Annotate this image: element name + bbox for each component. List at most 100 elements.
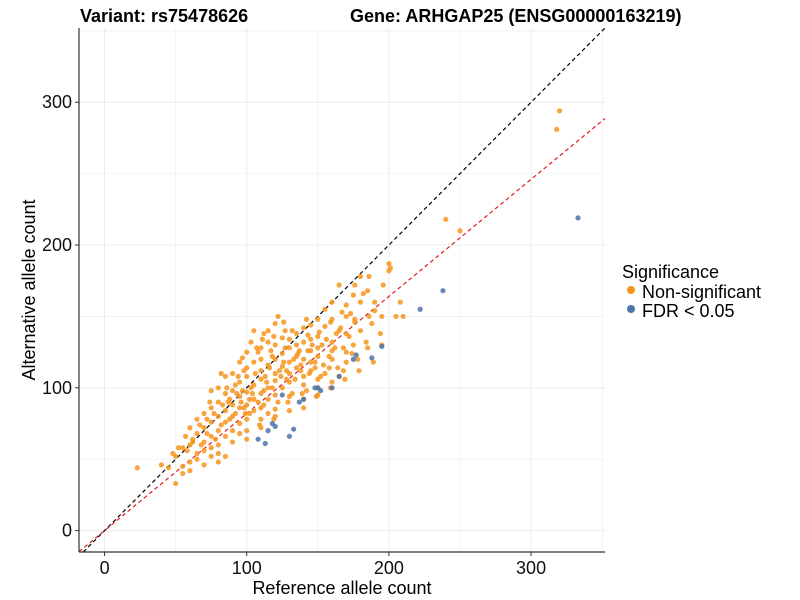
point-non-significant xyxy=(170,450,176,457)
point-non-significant xyxy=(301,382,307,388)
point-non-significant xyxy=(261,330,267,337)
point-non-significant xyxy=(335,365,341,371)
point-non-significant xyxy=(283,368,290,374)
y-tick-label: 200 xyxy=(42,235,72,255)
point-non-significant xyxy=(346,333,352,340)
point-fdr xyxy=(279,392,285,398)
point-non-significant xyxy=(251,328,257,334)
point-non-significant xyxy=(244,389,250,395)
point-non-significant xyxy=(215,450,221,457)
point-non-significant xyxy=(363,339,369,345)
point-non-significant xyxy=(269,385,275,391)
point-non-significant xyxy=(337,325,344,331)
point-non-significant xyxy=(282,328,288,334)
point-non-significant xyxy=(272,392,278,398)
point-non-significant xyxy=(222,408,229,414)
point-non-significant xyxy=(239,355,246,361)
point-non-significant xyxy=(232,410,238,417)
point-non-significant xyxy=(347,310,354,317)
point-non-significant xyxy=(357,299,364,305)
point-non-significant xyxy=(208,405,214,411)
point-non-significant xyxy=(357,328,364,334)
reference-line-fit xyxy=(78,118,606,553)
point-non-significant xyxy=(364,345,371,351)
point-non-significant xyxy=(255,399,261,405)
point-non-significant xyxy=(329,379,335,385)
point-non-significant xyxy=(370,359,376,365)
point-non-significant xyxy=(244,349,250,355)
point-non-significant xyxy=(259,336,265,342)
point-non-significant xyxy=(340,368,347,374)
point-non-significant xyxy=(258,368,264,374)
point-non-significant xyxy=(305,348,311,354)
point-non-significant xyxy=(308,336,314,342)
point-non-significant xyxy=(293,342,300,348)
point-non-significant xyxy=(222,390,229,397)
point-non-significant xyxy=(556,108,563,114)
point-non-significant xyxy=(208,419,214,425)
point-non-significant xyxy=(211,410,217,417)
point-non-significant xyxy=(343,349,349,355)
point-non-significant xyxy=(215,442,221,448)
point-non-significant xyxy=(322,370,328,377)
point-non-significant xyxy=(295,350,301,357)
point-non-significant xyxy=(215,385,221,391)
point-non-significant xyxy=(180,463,186,469)
point-non-significant xyxy=(194,416,200,422)
point-non-significant xyxy=(329,299,335,305)
point-non-significant xyxy=(237,359,243,365)
point-fdr xyxy=(291,426,297,432)
point-non-significant xyxy=(366,313,372,320)
point-non-significant xyxy=(312,359,318,365)
point-non-significant xyxy=(249,390,256,397)
point-non-significant xyxy=(289,390,295,397)
point-non-significant xyxy=(248,385,254,391)
point-fdr xyxy=(262,440,268,447)
point-non-significant xyxy=(279,335,285,341)
point-non-significant xyxy=(261,388,267,394)
point-non-significant xyxy=(328,319,334,325)
point-non-significant xyxy=(275,399,281,405)
point-non-significant xyxy=(323,336,329,342)
point-non-significant xyxy=(309,342,315,348)
legend-swatch-non-significant xyxy=(627,286,635,294)
point-fdr xyxy=(255,436,261,442)
point-non-significant xyxy=(272,320,278,327)
point-fdr xyxy=(440,288,446,294)
x-tick-label: 300 xyxy=(516,558,546,578)
point-non-significant xyxy=(333,330,339,337)
point-non-significant xyxy=(301,373,307,379)
point-non-significant xyxy=(222,419,229,425)
point-non-significant xyxy=(301,339,307,345)
point-non-significant xyxy=(225,399,231,405)
point-non-significant xyxy=(318,373,324,379)
point-non-significant xyxy=(301,325,307,331)
point-non-significant xyxy=(265,396,271,402)
point-non-significant xyxy=(355,356,361,362)
point-non-significant xyxy=(272,342,278,348)
point-non-significant xyxy=(379,313,385,320)
point-non-significant xyxy=(229,428,236,434)
point-non-significant xyxy=(194,450,200,457)
y-axis-label: Alternative allele count xyxy=(19,199,39,380)
point-non-significant xyxy=(281,319,287,325)
point-non-significant xyxy=(204,430,210,437)
point-non-significant xyxy=(239,388,246,394)
grid-lines xyxy=(79,28,605,552)
reference-line-identity xyxy=(82,27,606,553)
point-non-significant xyxy=(281,359,287,365)
point-non-significant xyxy=(194,456,200,462)
point-non-significant xyxy=(316,329,322,335)
point-non-significant xyxy=(265,385,271,391)
point-non-significant xyxy=(372,299,378,305)
point-non-significant xyxy=(279,385,285,391)
x-axis-label: Reference allele count xyxy=(252,578,431,598)
point-non-significant xyxy=(276,368,283,374)
point-non-significant xyxy=(158,462,165,468)
point-non-significant xyxy=(244,373,250,379)
point-non-significant xyxy=(197,422,203,428)
x-tick-label: 0 xyxy=(100,558,110,578)
point-non-significant xyxy=(256,422,263,428)
point-fdr xyxy=(350,356,356,362)
title-gene: Gene: ARHGAP25 (ENSG00000163219) xyxy=(350,6,682,26)
